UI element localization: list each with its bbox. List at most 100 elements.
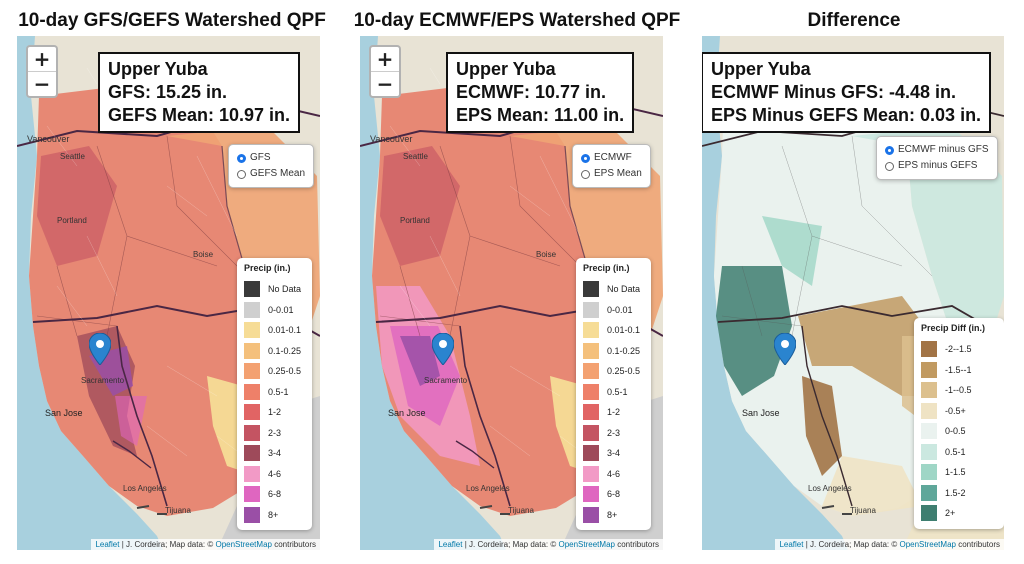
osm-link[interactable]: OpenStreetMap — [215, 540, 272, 549]
map-label-sacramento: Sacramento — [81, 376, 125, 385]
legend-row: 1.5-2 — [921, 483, 997, 504]
info-box-ecmwf: Upper Yuba ECMWF: 10.77 in. EPS Mean: 11… — [446, 52, 635, 133]
map-label-tijuana: Tijuana — [165, 506, 191, 515]
legend-row: 0.1-0.25 — [244, 341, 305, 362]
map-label-seattle: Seattle — [60, 152, 85, 161]
leaflet-link[interactable]: Leaflet — [95, 540, 120, 549]
legend-swatch — [921, 382, 937, 399]
map-label-sanjose: San Jose — [388, 408, 426, 418]
option-ecmwf-minus-gfs[interactable]: ECMWF minus GFS — [885, 142, 989, 158]
radio-unselected-icon[interactable] — [237, 169, 246, 179]
legend-row: 6-8 — [244, 484, 305, 505]
legend-label: 0.1-0.25 — [268, 345, 302, 356]
legend-swatch — [921, 484, 937, 501]
zoom-in-button[interactable]: + — [376, 47, 394, 71]
radio-unselected-icon[interactable] — [885, 161, 894, 171]
legend-row: 0-0.5 — [921, 421, 997, 442]
map-label-seattle: Seattle — [403, 152, 428, 161]
info-basin-name: Upper Yuba — [108, 59, 208, 79]
radio-selected-icon[interactable] — [885, 145, 894, 155]
legend-label: 0.25-0.5 — [607, 366, 641, 377]
legend-label: 0.5-1 — [268, 386, 289, 397]
attribution-text: | J. Cordeira; Map data: © — [119, 540, 216, 549]
legend-row: 1-2 — [583, 402, 644, 423]
legend-row: -1--0.5 — [921, 380, 997, 401]
legend-title: Precip (in.) — [583, 263, 630, 273]
legend-swatch — [921, 464, 937, 481]
legend-label: 4-6 — [607, 468, 621, 479]
option-eps-minus-gefs[interactable]: EPS minus GEFS — [885, 158, 989, 174]
legend-row: 0.5-1 — [583, 382, 644, 403]
legend-label: 3-4 — [607, 448, 621, 459]
legend-label: 0.25-0.5 — [268, 366, 302, 377]
info-box-gfs: Upper Yuba GFS: 15.25 in. GEFS Mean: 10.… — [98, 52, 301, 133]
legend-precip-diff: Precip Diff (in.) -2--1.5 -1.5--1 -1--0.5 -… — [914, 318, 1004, 529]
legend-swatch — [583, 404, 599, 421]
legend-label: -1.5--1 — [945, 364, 972, 375]
map-attribution: Leaflet | J. Cordeira; Map data: © OpenS… — [434, 539, 663, 550]
legend-label: 6-8 — [268, 489, 282, 500]
zoom-control: + − — [26, 45, 58, 98]
zoom-in-button[interactable]: + — [33, 47, 51, 71]
legend-row: 0-0.01 — [244, 300, 305, 321]
info-basin-name: Upper Yuba — [711, 59, 811, 79]
map-ecmwf[interactable]: + − Vancouver Seattle Portland Boise Sac… — [360, 36, 663, 550]
legend-label: -0.5+ — [945, 405, 966, 416]
zoom-out-button[interactable]: − — [28, 71, 56, 96]
legend-swatch — [583, 301, 599, 318]
option-gfs[interactable]: GFS — [237, 150, 305, 166]
legend-swatch — [583, 342, 599, 359]
legend-label: 2+ — [945, 508, 956, 519]
legend-swatch — [583, 322, 599, 339]
map-label-vancouver: Vancouver — [370, 134, 413, 144]
legend-row: 0.5-1 — [244, 382, 305, 403]
legend-row: 0.25-0.5 — [583, 361, 644, 382]
map-label-portland: Portland — [400, 216, 430, 225]
map-label-losangeles: Los Angeles — [466, 484, 510, 493]
layer-selector-ecmwf: ECMWF EPS Mean — [572, 144, 651, 188]
option-eps-mean[interactable]: EPS Mean — [581, 166, 642, 182]
map-marker-icon[interactable] — [89, 333, 111, 365]
map-attribution: Leaflet | J. Cordeira; Map data: © OpenS… — [91, 539, 320, 550]
radio-unselected-icon[interactable] — [581, 169, 590, 179]
osm-link[interactable]: OpenStreetMap — [558, 540, 615, 549]
option-gefs-mean[interactable]: GEFS Mean — [237, 166, 305, 182]
zoom-out-button[interactable]: − — [371, 71, 399, 96]
legend-label: 0.5-1 — [945, 446, 966, 457]
info-eps-value: EPS Mean: 11.00 in. — [456, 105, 625, 125]
map-gfs[interactable]: + − Vancouver Seattle Portland Boise Sac… — [17, 36, 320, 550]
legend-swatch — [244, 301, 260, 318]
map-marker-icon[interactable] — [774, 333, 796, 365]
option-label: GFS — [250, 152, 271, 163]
legend-label: No Data — [268, 284, 302, 295]
legend-swatch — [244, 342, 260, 359]
leaflet-link[interactable]: Leaflet — [779, 540, 804, 549]
radio-selected-icon[interactable] — [581, 153, 590, 163]
map-label-losangeles: Los Angeles — [808, 484, 852, 493]
legend-label: 1-2 — [268, 407, 282, 418]
leaflet-link[interactable]: Leaflet — [438, 540, 463, 549]
legend-label: 4-6 — [268, 468, 282, 479]
legend-swatch — [921, 423, 937, 440]
osm-link[interactable]: OpenStreetMap — [899, 540, 956, 549]
legend-row: 6-8 — [583, 484, 644, 505]
map-marker-icon[interactable] — [432, 333, 454, 365]
legend-row: -1.5--1 — [921, 360, 997, 381]
option-ecmwf[interactable]: ECMWF — [581, 150, 642, 166]
legend-label: 0.01-0.1 — [607, 325, 641, 336]
legend-row: No Data — [583, 279, 644, 300]
legend-swatch — [244, 363, 260, 380]
legend-label: 0-0.01 — [268, 304, 294, 315]
legend-swatch — [583, 465, 599, 482]
map-difference[interactable]: San Jose Los Angeles Tijuana Upper Yuba … — [702, 36, 1004, 550]
legend-swatch — [583, 383, 599, 400]
legend-swatch — [244, 424, 260, 441]
map-label-portland: Portland — [57, 216, 87, 225]
legend-label: 1-2 — [607, 407, 621, 418]
legend-row: -0.5+ — [921, 401, 997, 422]
map-label-boise: Boise — [536, 250, 557, 259]
option-label: EPS minus GEFS — [898, 160, 978, 171]
radio-selected-icon[interactable] — [237, 153, 246, 163]
legend-swatch — [244, 465, 260, 482]
legend-row: 2+ — [921, 503, 997, 524]
